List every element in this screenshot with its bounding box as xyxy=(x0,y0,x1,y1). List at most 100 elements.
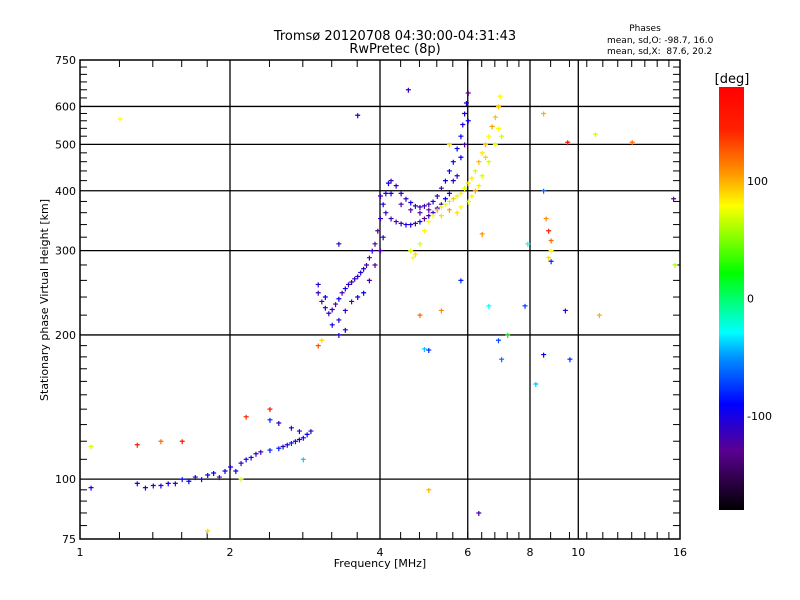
data-point xyxy=(375,228,381,234)
data-point xyxy=(476,510,482,516)
data-point xyxy=(565,140,571,146)
data-point xyxy=(499,357,505,363)
data-point xyxy=(179,477,185,483)
data-point xyxy=(253,451,259,457)
data-point xyxy=(284,442,290,448)
x-tick-labels: 1 2 4 6 8 10 16 xyxy=(77,546,688,559)
x-tick-label: 1 xyxy=(77,546,84,559)
data-point xyxy=(465,199,471,205)
data-point xyxy=(358,270,364,276)
data-point xyxy=(476,159,482,165)
data-point xyxy=(383,210,389,216)
x-tick-label: 16 xyxy=(673,546,687,559)
data-point xyxy=(150,483,156,489)
data-point xyxy=(483,142,489,148)
data-point xyxy=(345,282,351,288)
data-point xyxy=(388,216,394,222)
data-point xyxy=(216,475,222,481)
data-point xyxy=(134,481,140,487)
data-point xyxy=(378,194,383,200)
data-point xyxy=(292,439,298,445)
data-point xyxy=(486,303,492,309)
data-point xyxy=(533,381,539,387)
data-point xyxy=(458,204,464,210)
data-point xyxy=(315,343,321,349)
data-point xyxy=(388,191,394,197)
data-point xyxy=(280,444,286,450)
y-tick-label: 300 xyxy=(55,245,76,258)
data-point xyxy=(417,313,423,319)
data-point xyxy=(483,155,489,161)
data-point xyxy=(438,213,444,219)
data-point xyxy=(499,134,505,140)
data-point xyxy=(541,111,547,117)
data-point xyxy=(319,299,325,305)
data-point xyxy=(366,255,372,261)
data-point xyxy=(596,313,602,319)
data-point xyxy=(355,295,361,301)
y-tick-label: 750 xyxy=(55,54,76,67)
data-point xyxy=(172,481,178,487)
data-point xyxy=(469,194,475,200)
data-point xyxy=(380,235,386,241)
data-point xyxy=(329,322,335,328)
data-point xyxy=(495,104,501,110)
data-point xyxy=(388,178,394,184)
data-point xyxy=(372,241,378,247)
y-tick-label: 100 xyxy=(55,473,76,486)
colorbar-tick-label: 100 xyxy=(747,175,768,188)
data-point xyxy=(462,142,468,148)
data-point xyxy=(403,222,409,228)
data-point xyxy=(228,465,233,471)
data-point xyxy=(458,134,464,140)
data-point xyxy=(205,473,211,479)
data-point xyxy=(117,116,123,122)
data-point xyxy=(393,219,399,225)
data-point xyxy=(385,181,391,187)
data-point xyxy=(361,266,367,272)
data-point xyxy=(546,255,552,261)
data-point xyxy=(426,348,432,354)
data-point xyxy=(349,279,355,285)
data-point xyxy=(398,191,404,197)
data-point xyxy=(450,159,456,165)
data-point xyxy=(408,222,414,228)
data-point xyxy=(378,248,383,254)
data-point xyxy=(315,282,321,288)
data-point xyxy=(463,100,469,106)
stats-line-o: mean, sd,O: -98.7, 16.0 xyxy=(607,36,714,46)
data-point xyxy=(243,457,249,463)
data-point xyxy=(380,202,386,208)
data-point xyxy=(562,308,568,314)
data-point xyxy=(543,216,549,222)
chart-subtitle: RwPretec (8p) xyxy=(349,42,440,57)
data-point xyxy=(336,296,342,302)
data-point xyxy=(421,346,427,352)
data-point xyxy=(438,204,444,210)
data-point xyxy=(454,194,460,200)
data-point xyxy=(88,485,94,491)
data-point xyxy=(458,155,464,161)
data-point xyxy=(364,262,370,268)
data-point xyxy=(446,168,452,174)
data-point xyxy=(458,278,464,284)
data-point xyxy=(319,338,325,344)
data-point xyxy=(248,455,254,461)
data-point xyxy=(421,216,427,222)
data-point xyxy=(211,471,217,477)
data-point xyxy=(672,262,678,268)
data-point xyxy=(361,290,367,296)
data-point xyxy=(479,150,485,156)
y-tick-label: 600 xyxy=(55,100,76,113)
data-point xyxy=(430,199,436,205)
data-point xyxy=(369,248,375,254)
chart-title: Tromsø 20120708 04:30:00-04:31:43 xyxy=(273,29,516,44)
data-point xyxy=(296,437,302,443)
colorbar-tick-label: -100 xyxy=(747,410,772,423)
data-point xyxy=(465,90,471,96)
colorbar-tick-label: 0 xyxy=(747,293,754,306)
colorbar-tick-labels: 100 0 -100 xyxy=(747,175,772,423)
data-point xyxy=(426,202,432,208)
data-point xyxy=(492,142,498,148)
